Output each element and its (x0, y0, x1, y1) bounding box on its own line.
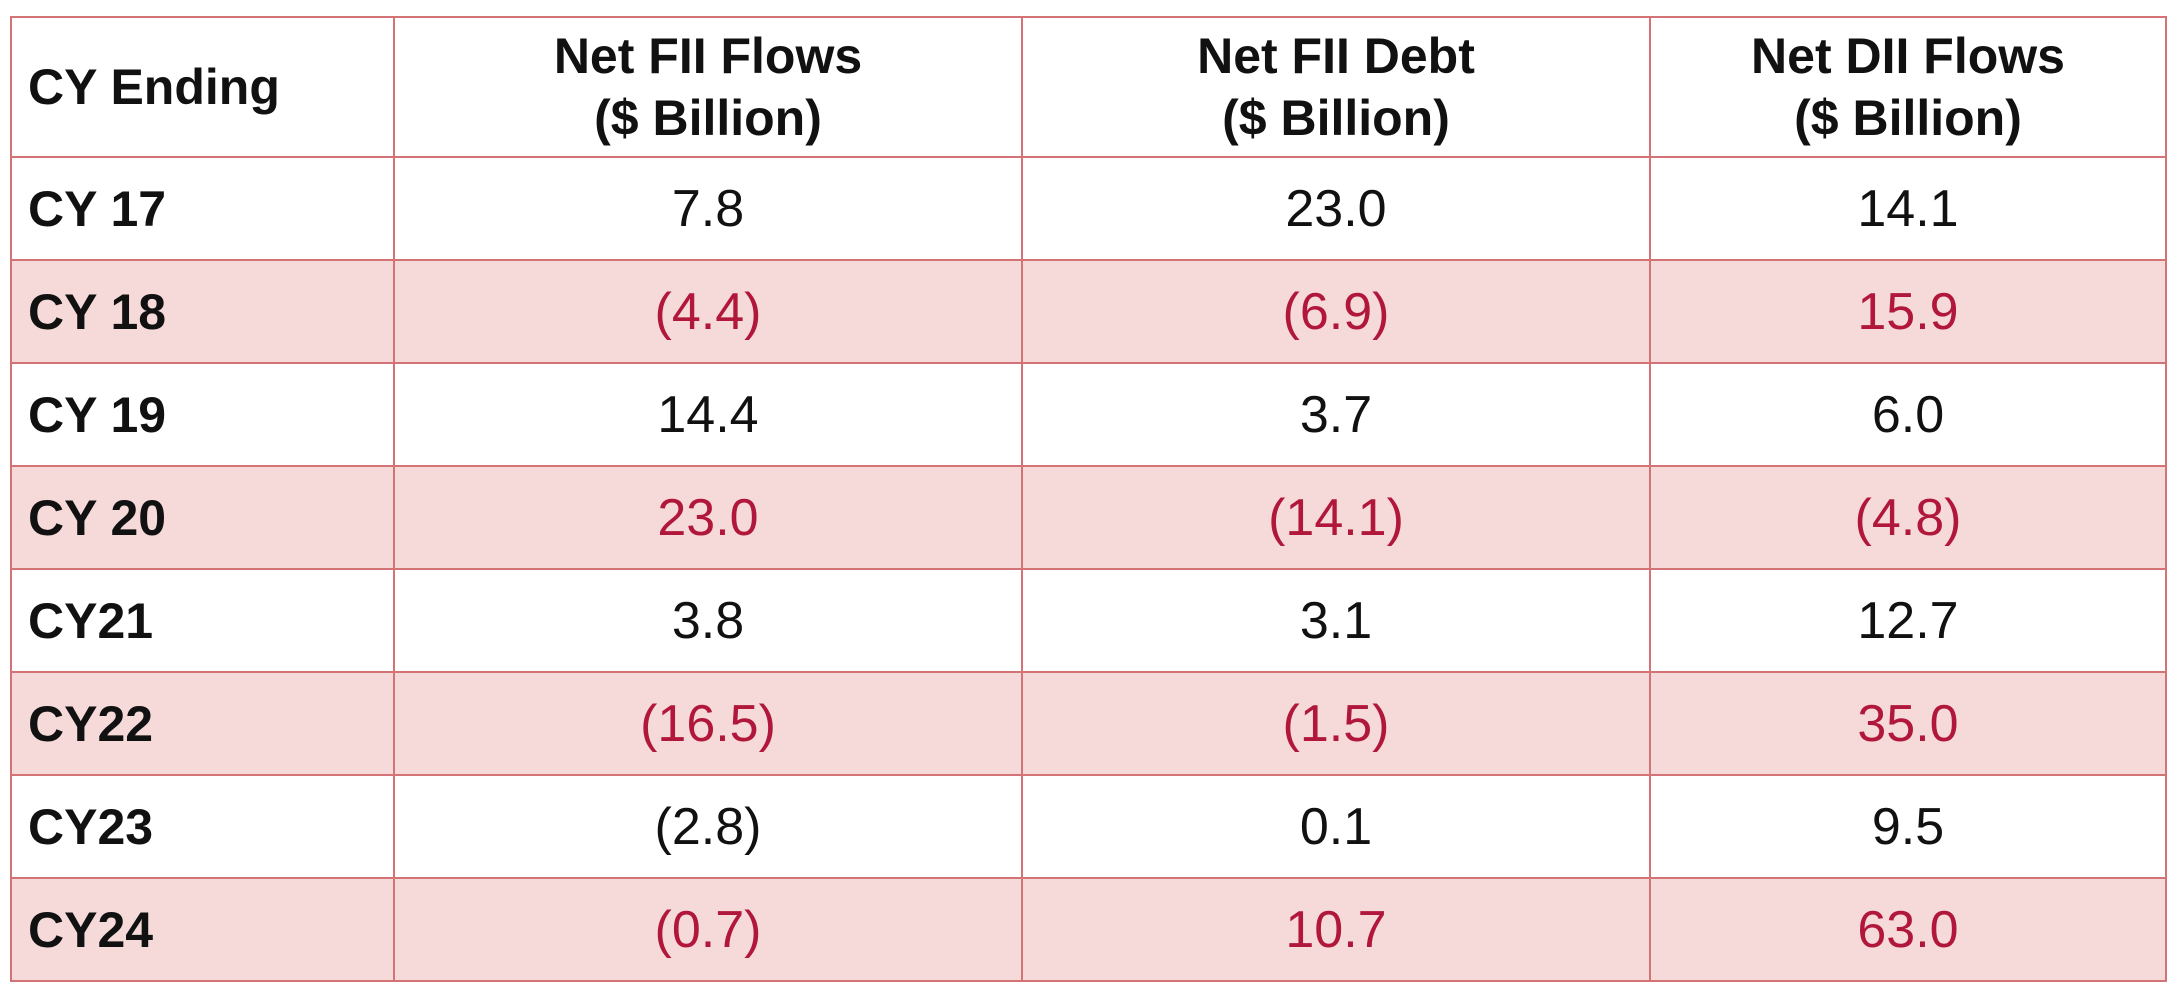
table-row: CY 20 23.0 (14.1) (4.8) (10, 465, 2167, 570)
header-net-fii-flows: Net FII Flows ($ Billion) (393, 16, 1023, 158)
header-net-fii-flows-unit: ($ Billion) (594, 90, 822, 146)
table-row: CY21 3.8 3.1 12.7 (10, 568, 2167, 673)
header-net-fii-debt: Net FII Debt ($ Billion) (1021, 16, 1651, 158)
net-fii-debt-cell: (1.5) (1021, 671, 1651, 776)
net-fii-flows-cell: (2.8) (393, 774, 1023, 879)
header-cy-ending: CY Ending (10, 16, 395, 158)
row-label: CY 20 (10, 465, 395, 570)
net-dii-flows-cell: 35.0 (1649, 671, 2167, 776)
net-dii-flows-cell: 9.5 (1649, 774, 2167, 879)
header-net-dii-flows-title: Net DII Flows (1751, 28, 2065, 84)
net-fii-flows-cell: (4.4) (393, 259, 1023, 364)
flows-table: CY Ending Net FII Flows ($ Billion) Net … (10, 16, 2167, 982)
net-dii-flows-cell: 15.9 (1649, 259, 2167, 364)
row-label: CY 19 (10, 362, 395, 467)
table-row: CY22 (16.5) (1.5) 35.0 (10, 671, 2167, 776)
net-fii-flows-cell: 3.8 (393, 568, 1023, 673)
header-cy-ending-label: CY Ending (28, 59, 280, 115)
table-row: CY 18 (4.4) (6.9) 15.9 (10, 259, 2167, 364)
net-fii-flows-cell: 7.8 (393, 156, 1023, 261)
net-dii-flows-cell: 14.1 (1649, 156, 2167, 261)
header-net-fii-flows-title: Net FII Flows (553, 28, 863, 84)
net-fii-debt-cell: (14.1) (1021, 465, 1651, 570)
header-net-fii-debt-title: Net FII Debt (1197, 28, 1475, 84)
net-fii-debt-cell: 23.0 (1021, 156, 1651, 261)
net-fii-debt-cell: (6.9) (1021, 259, 1651, 364)
table-row: CY24 (0.7) 10.7 63.0 (10, 877, 2167, 982)
net-dii-flows-cell: 63.0 (1649, 877, 2167, 982)
table-row: CY 19 14.4 3.7 6.0 (10, 362, 2167, 467)
net-fii-flows-cell: 23.0 (393, 465, 1023, 570)
net-fii-flows-cell: 14.4 (393, 362, 1023, 467)
net-dii-flows-cell: 6.0 (1649, 362, 2167, 467)
table-body: CY 17 7.8 23.0 14.1 CY 18 (4.4) (6.9) 15… (10, 156, 2167, 982)
header-row: CY Ending Net FII Flows ($ Billion) Net … (10, 16, 2167, 158)
net-dii-flows-cell: 12.7 (1649, 568, 2167, 673)
net-fii-flows-cell: (0.7) (393, 877, 1023, 982)
header-net-dii-flows-unit: ($ Billion) (1794, 90, 2022, 146)
net-fii-debt-cell: 10.7 (1021, 877, 1651, 982)
header-net-fii-debt-unit: ($ Billion) (1222, 90, 1450, 146)
row-label: CY21 (10, 568, 395, 673)
net-fii-flows-cell: (16.5) (393, 671, 1023, 776)
row-label: CY22 (10, 671, 395, 776)
row-label: CY24 (10, 877, 395, 982)
table-header: CY Ending Net FII Flows ($ Billion) Net … (10, 16, 2167, 158)
row-label: CY23 (10, 774, 395, 879)
net-fii-debt-cell: 0.1 (1021, 774, 1651, 879)
row-label: CY 17 (10, 156, 395, 261)
net-fii-debt-cell: 3.1 (1021, 568, 1651, 673)
header-net-dii-flows: Net DII Flows ($ Billion) (1649, 16, 2167, 158)
table-row: CY23 (2.8) 0.1 9.5 (10, 774, 2167, 879)
row-label: CY 18 (10, 259, 395, 364)
table-row: CY 17 7.8 23.0 14.1 (10, 156, 2167, 261)
net-dii-flows-cell: (4.8) (1649, 465, 2167, 570)
net-fii-debt-cell: 3.7 (1021, 362, 1651, 467)
